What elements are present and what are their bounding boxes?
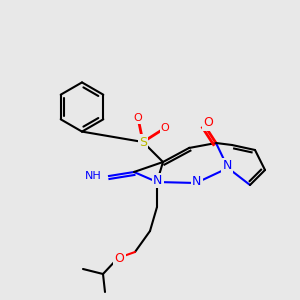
Text: O: O (204, 116, 214, 130)
Text: O: O (134, 113, 142, 123)
Text: O: O (115, 251, 124, 265)
Text: N: N (153, 174, 162, 187)
Text: S: S (139, 136, 147, 148)
Text: NH: NH (85, 171, 101, 181)
Text: O: O (160, 123, 169, 133)
Text: N: N (223, 159, 232, 172)
Text: N: N (192, 175, 201, 188)
